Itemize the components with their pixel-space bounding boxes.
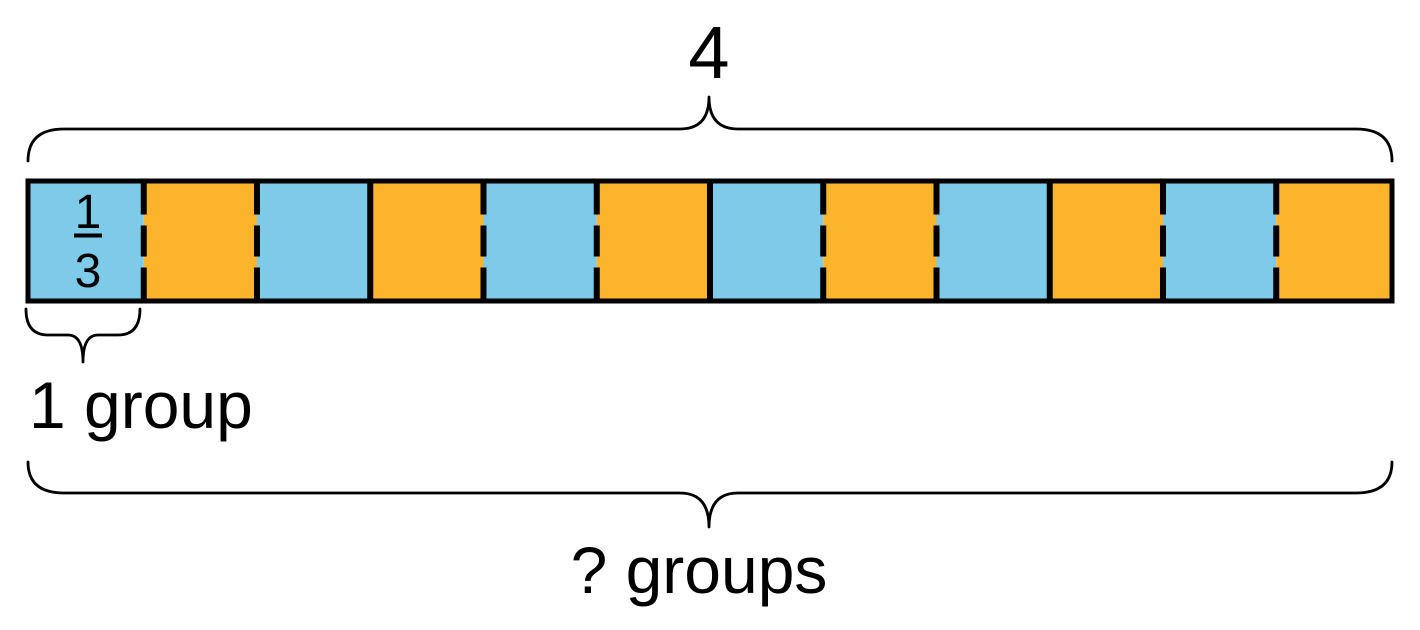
tape-part-6: [596, 183, 710, 299]
question-groups-brace: [26, 460, 1394, 529]
tape-part-8: [823, 183, 937, 299]
one-group-brace: [24, 307, 142, 364]
tape-part-3: [257, 183, 371, 299]
top-brace: [26, 95, 1394, 163]
tape-part-9: [936, 183, 1050, 299]
tape-dividers: [140, 183, 1280, 299]
tape-bar-outline: [25, 178, 1395, 304]
unit-fraction: 1 3: [74, 186, 102, 298]
tape-parts: [30, 183, 1390, 299]
total-label: 4: [688, 11, 729, 94]
tape-part-11: [1163, 183, 1277, 299]
fraction-numerator: 1: [75, 186, 102, 239]
tape-part-1: [30, 183, 144, 299]
tape-part-7: [710, 183, 824, 299]
tape-part-2: [143, 183, 257, 299]
tape-part-12: [1276, 183, 1390, 299]
tape-part-4: [370, 183, 484, 299]
question-groups-label: ? groups: [571, 533, 828, 607]
tape-part-5: [483, 183, 597, 299]
tape-part-10: [1049, 183, 1163, 299]
fraction-denominator: 3: [75, 245, 102, 298]
one-group-label: 1 group: [29, 368, 253, 442]
